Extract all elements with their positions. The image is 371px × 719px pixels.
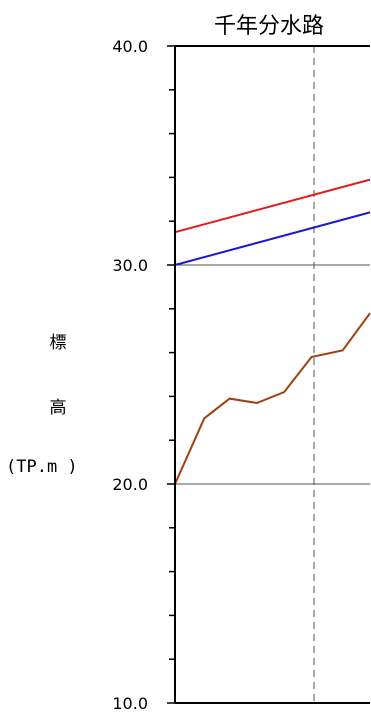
y-tick-label: 20.0 <box>112 475 148 494</box>
chart-title: 千年分水路 <box>214 14 324 39</box>
y-axis-label-char-2: 高 <box>50 398 67 418</box>
series-line-2 <box>174 312 371 485</box>
y-axis <box>167 45 370 704</box>
y-axis-label-unit: (TP.m ) <box>6 457 78 477</box>
series-layer <box>174 178 371 485</box>
y-tick-labels: 10.0 20.0 30.0 40.0 <box>112 37 148 713</box>
y-tick-label: 10.0 <box>112 694 148 713</box>
y-axis-label-char-1: 標 <box>50 333 67 353</box>
grid <box>175 264 370 485</box>
y-tick-label: 40.0 <box>112 37 148 56</box>
series-line-1 <box>174 211 371 266</box>
series-line-0 <box>174 178 371 234</box>
y-tick-label: 30.0 <box>112 256 148 275</box>
